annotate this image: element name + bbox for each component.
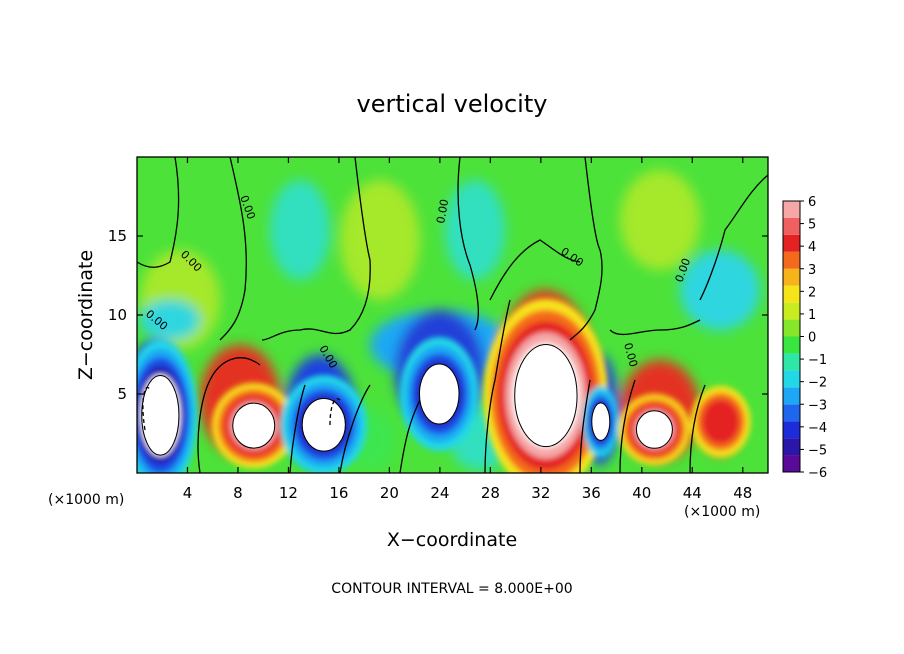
- colorbar-label: 5: [808, 218, 816, 233]
- colorbar-swatch: [783, 217, 800, 235]
- colorbar-swatch: [783, 302, 800, 320]
- x-ticks: 4 8 12 16 20 24 28 32 36 40 44 48: [183, 157, 752, 502]
- zero-contour-14: [579, 379, 591, 473]
- colorbar-swatch: [783, 370, 800, 388]
- y-axis-label: Z−coordinate: [75, 250, 97, 380]
- zero-contour-1: [137, 157, 180, 268]
- zero-contour-10: [289, 384, 306, 473]
- cell-core: [141, 375, 180, 456]
- cell-core: [514, 344, 578, 448]
- cell-core: [232, 402, 276, 449]
- plot-area: 0.00 0.00 0.00 0.00 0.00 0.00 0.00 0.00: [137, 157, 768, 473]
- colorbar-swatch: [783, 404, 800, 422]
- x-tick-label: 4: [183, 484, 193, 502]
- x-unit-label-left: (×1000 m): [48, 492, 124, 508]
- zero-contour-7: [699, 174, 768, 301]
- cell-ring: [702, 399, 740, 444]
- field-light-band-2: [340, 180, 420, 300]
- colorbar-swatch: [783, 201, 800, 218]
- cell-core: [418, 363, 460, 425]
- colorbar-swatch: [783, 319, 800, 337]
- zero-contour-3: [261, 157, 371, 341]
- colorbar-swatch: [783, 268, 800, 286]
- colorbar-swatch: [783, 251, 800, 269]
- x-tick-label: 28: [481, 484, 500, 502]
- zero-contour-16: [689, 384, 706, 473]
- colorbar: 6 5 4 3 2 1 0 −1 −2 −3 −4 −5 −6: [782, 195, 827, 481]
- cell-core: [635, 410, 673, 449]
- x-tick-label: 12: [279, 484, 298, 502]
- y-ticks: 5 10 15: [108, 227, 768, 403]
- x-tick-label: 36: [582, 484, 601, 502]
- x-unit-label-right: (×1000 m): [684, 504, 760, 520]
- colorbar-label: 6: [808, 195, 816, 210]
- zero-contour-12: [399, 399, 421, 473]
- zero-contour-6: [569, 157, 603, 341]
- colorbar-label: 4: [808, 240, 816, 255]
- colorbar-label: −4: [808, 421, 827, 436]
- colorbar-label: −6: [808, 466, 827, 481]
- y-tick-label: 5: [117, 385, 127, 403]
- x-tick-label: 24: [430, 484, 449, 502]
- field-cyan-band-3: [680, 250, 760, 330]
- colorbar-label: 3: [808, 263, 816, 278]
- colorbar-swatch: [783, 234, 800, 252]
- zero-contour-5: [489, 239, 581, 301]
- contour-interval-footer: CONTOUR INTERVAL = 8.000E+00: [331, 581, 572, 597]
- colorbar-label: −3: [808, 398, 827, 413]
- y-tick-label: 15: [108, 227, 127, 245]
- contour-label-4: 0.00: [434, 198, 451, 224]
- velocity-cell-cores: [141, 344, 673, 456]
- zero-contour-13: [484, 299, 511, 473]
- cell-core: [591, 402, 611, 441]
- field-cyan-band-2: [445, 180, 505, 280]
- colorbar-swatch: [783, 387, 800, 405]
- field-cyan-band-4: [140, 300, 200, 340]
- colorbar-swatch: [783, 353, 800, 371]
- x-tick-label: 40: [632, 484, 651, 502]
- colorbar-swatch: [783, 421, 800, 439]
- chart-title: vertical velocity: [357, 90, 548, 118]
- y-tick-label: 10: [108, 306, 127, 324]
- colorbar-label: −5: [808, 443, 827, 458]
- x-tick-label: 32: [531, 484, 550, 502]
- x-tick-label: 16: [329, 484, 348, 502]
- colorbar-swatch: [783, 438, 800, 456]
- zero-contour-17: [329, 398, 341, 426]
- contour-label-8: 0.00: [621, 341, 640, 368]
- zero-contour-4: [457, 157, 479, 331]
- cell-core: [301, 398, 346, 452]
- zero-contours: [137, 157, 768, 473]
- colorbar-swatch: [783, 336, 800, 354]
- colorbar-swatch: [783, 455, 800, 472]
- zero-contour-18: [142, 386, 151, 431]
- colorbar-label: 2: [808, 285, 816, 300]
- colorbar-label: 0: [808, 331, 816, 346]
- zero-contour-9: [197, 357, 261, 473]
- colorbar-swatch: [783, 285, 800, 303]
- zero-contour-8: [609, 319, 701, 336]
- zero-contour-11: [339, 384, 371, 473]
- field-cyan-band-1: [270, 180, 330, 280]
- x-tick-label: 48: [733, 484, 752, 502]
- colorbar-label: 1: [808, 308, 816, 323]
- zero-contour-15: [619, 379, 636, 473]
- colorbar-label: −1: [808, 353, 827, 368]
- x-tick-label: 8: [233, 484, 243, 502]
- x-tick-label: 44: [683, 484, 702, 502]
- x-axis-label: X−coordinate: [387, 529, 517, 551]
- zero-contour-2: [219, 157, 247, 341]
- x-tick-label: 20: [380, 484, 399, 502]
- field-light-band-3: [620, 170, 700, 270]
- colorbar-label: −2: [808, 376, 827, 391]
